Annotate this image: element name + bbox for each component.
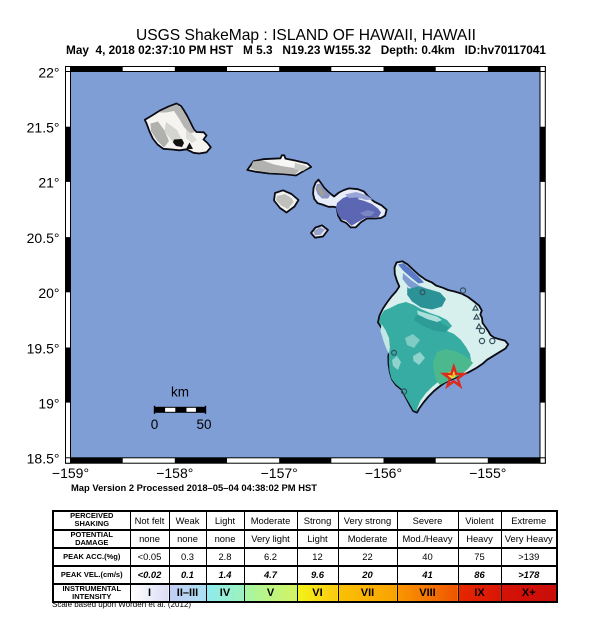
svg-text:21.5°: 21.5° bbox=[27, 120, 60, 136]
svg-text:19°: 19° bbox=[38, 395, 59, 411]
svg-text:−157°: −157° bbox=[261, 465, 298, 481]
svg-text:21°: 21° bbox=[38, 175, 59, 191]
svg-text:−156°: −156° bbox=[365, 465, 402, 481]
svg-text:18.5°: 18.5° bbox=[27, 451, 60, 467]
svg-text:20°: 20° bbox=[38, 285, 59, 301]
svg-text:19.5°: 19.5° bbox=[27, 340, 60, 356]
svg-text:22°: 22° bbox=[38, 64, 59, 80]
svg-text:−159°: −159° bbox=[52, 465, 89, 481]
svg-text:−158°: −158° bbox=[156, 465, 193, 481]
svg-text:km: km bbox=[171, 385, 189, 400]
svg-text:−155°: −155° bbox=[469, 465, 506, 481]
svg-text:20.5°: 20.5° bbox=[27, 230, 60, 246]
svg-text:50: 50 bbox=[196, 417, 211, 432]
svg-text:0: 0 bbox=[151, 417, 159, 432]
